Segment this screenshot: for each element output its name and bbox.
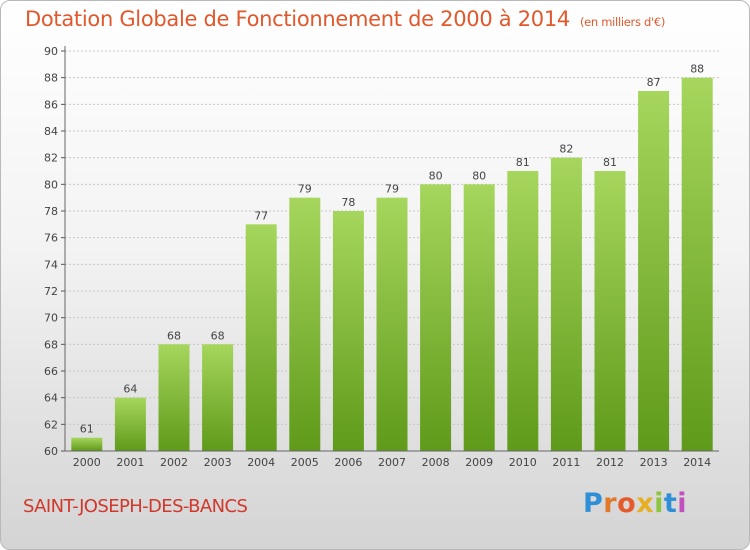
bar (114, 397, 146, 451)
x-tick-labels: 2000 2001 2002 2003 2004 2005 2006 2007 2008 2009… (73, 456, 711, 469)
y-tick-label: 70 (44, 312, 58, 325)
bar (463, 184, 495, 452)
logo-letter: t (663, 488, 678, 519)
y-tick-labels: 60 62 64 66 68 70 72 74 76 78 80 82 84 86 88 90 (44, 45, 58, 458)
bar (245, 224, 277, 451)
x-tick-label: 2008 (422, 456, 450, 469)
x-tick-label: 2005 (291, 456, 319, 469)
data-label: 81 (516, 156, 530, 169)
bar (507, 171, 539, 451)
x-tick-label: 2003 (204, 456, 232, 469)
logo-letter: P (583, 488, 604, 519)
data-label: 81 (603, 156, 617, 169)
x-tick-label: 2001 (116, 456, 144, 469)
bar (594, 171, 626, 451)
y-tick-label: 60 (44, 445, 58, 458)
data-label: 61 (80, 423, 94, 436)
data-label: 77 (254, 209, 268, 222)
chart-title-text: Dotation Globale de Fonctionnement de 20… (25, 7, 570, 31)
data-label: 64 (123, 383, 137, 396)
x-tick-label: 2012 (596, 456, 624, 469)
data-label: 68 (167, 329, 181, 342)
data-label: 88 (690, 63, 704, 76)
data-label: 78 (341, 196, 355, 209)
bar (420, 184, 452, 452)
data-label: 79 (385, 183, 399, 196)
data-label: 80 (472, 169, 486, 182)
x-tick-label: 2006 (334, 456, 362, 469)
data-labels: 61 64 68 68 77 79 78 79 80 80 81 82 81 87 88 (80, 63, 704, 436)
bar (376, 197, 408, 451)
bar (289, 197, 321, 451)
bars (71, 77, 713, 452)
y-tick-label: 86 (44, 98, 58, 111)
x-tick-label: 2000 (73, 456, 101, 469)
bar (202, 344, 234, 451)
bar (638, 91, 670, 451)
y-tick-label: 74 (44, 258, 58, 271)
y-tick-label: 64 (44, 392, 58, 405)
data-label: 82 (559, 143, 573, 156)
x-tick-label: 2011 (552, 456, 580, 469)
x-tick-label: 2009 (465, 456, 493, 469)
bar (550, 157, 582, 451)
x-tick-label: 2014 (683, 456, 711, 469)
x-tick-label: 2010 (509, 456, 537, 469)
bar (158, 344, 190, 451)
logo-letter: r (603, 488, 618, 519)
x-tick-label: 2004 (247, 456, 275, 469)
y-tick-label: 66 (44, 365, 58, 378)
logo-letter: i (677, 488, 688, 519)
logo-letter: i (654, 488, 664, 519)
x-tick-label: 2013 (640, 456, 668, 469)
x-tick-label: 2002 (160, 456, 188, 469)
axes (64, 46, 719, 452)
bar (71, 437, 103, 451)
x-tick-label: 2007 (378, 456, 406, 469)
data-label: 68 (211, 329, 225, 342)
y-tick-label: 84 (44, 125, 58, 138)
chart-unit: (en milliers d'€) (579, 15, 666, 29)
chart-title: Dotation Globale de Fonctionnement de 20… (25, 7, 665, 31)
y-tick-label: 76 (44, 232, 58, 245)
bar (332, 211, 364, 451)
y-tick-label: 62 (44, 418, 58, 431)
y-tick-label: 68 (44, 338, 58, 351)
y-tick-label: 72 (44, 285, 58, 298)
y-tick-label: 80 (44, 178, 58, 191)
proxiti-logo[interactable]: Proxiti (583, 488, 687, 519)
y-tick-label: 82 (44, 152, 58, 165)
y-tick-label: 90 (44, 45, 58, 58)
data-label: 79 (298, 183, 312, 196)
logo-letter: x (636, 488, 655, 519)
logo-letter: o (617, 488, 637, 519)
y-tick-label: 78 (44, 205, 58, 218)
data-label: 87 (647, 76, 661, 89)
commune-name: SAINT-JOSEPH-DES-BANCS (23, 496, 248, 517)
data-label: 80 (429, 169, 443, 182)
bar (681, 77, 713, 452)
y-tick-label: 88 (44, 72, 58, 85)
